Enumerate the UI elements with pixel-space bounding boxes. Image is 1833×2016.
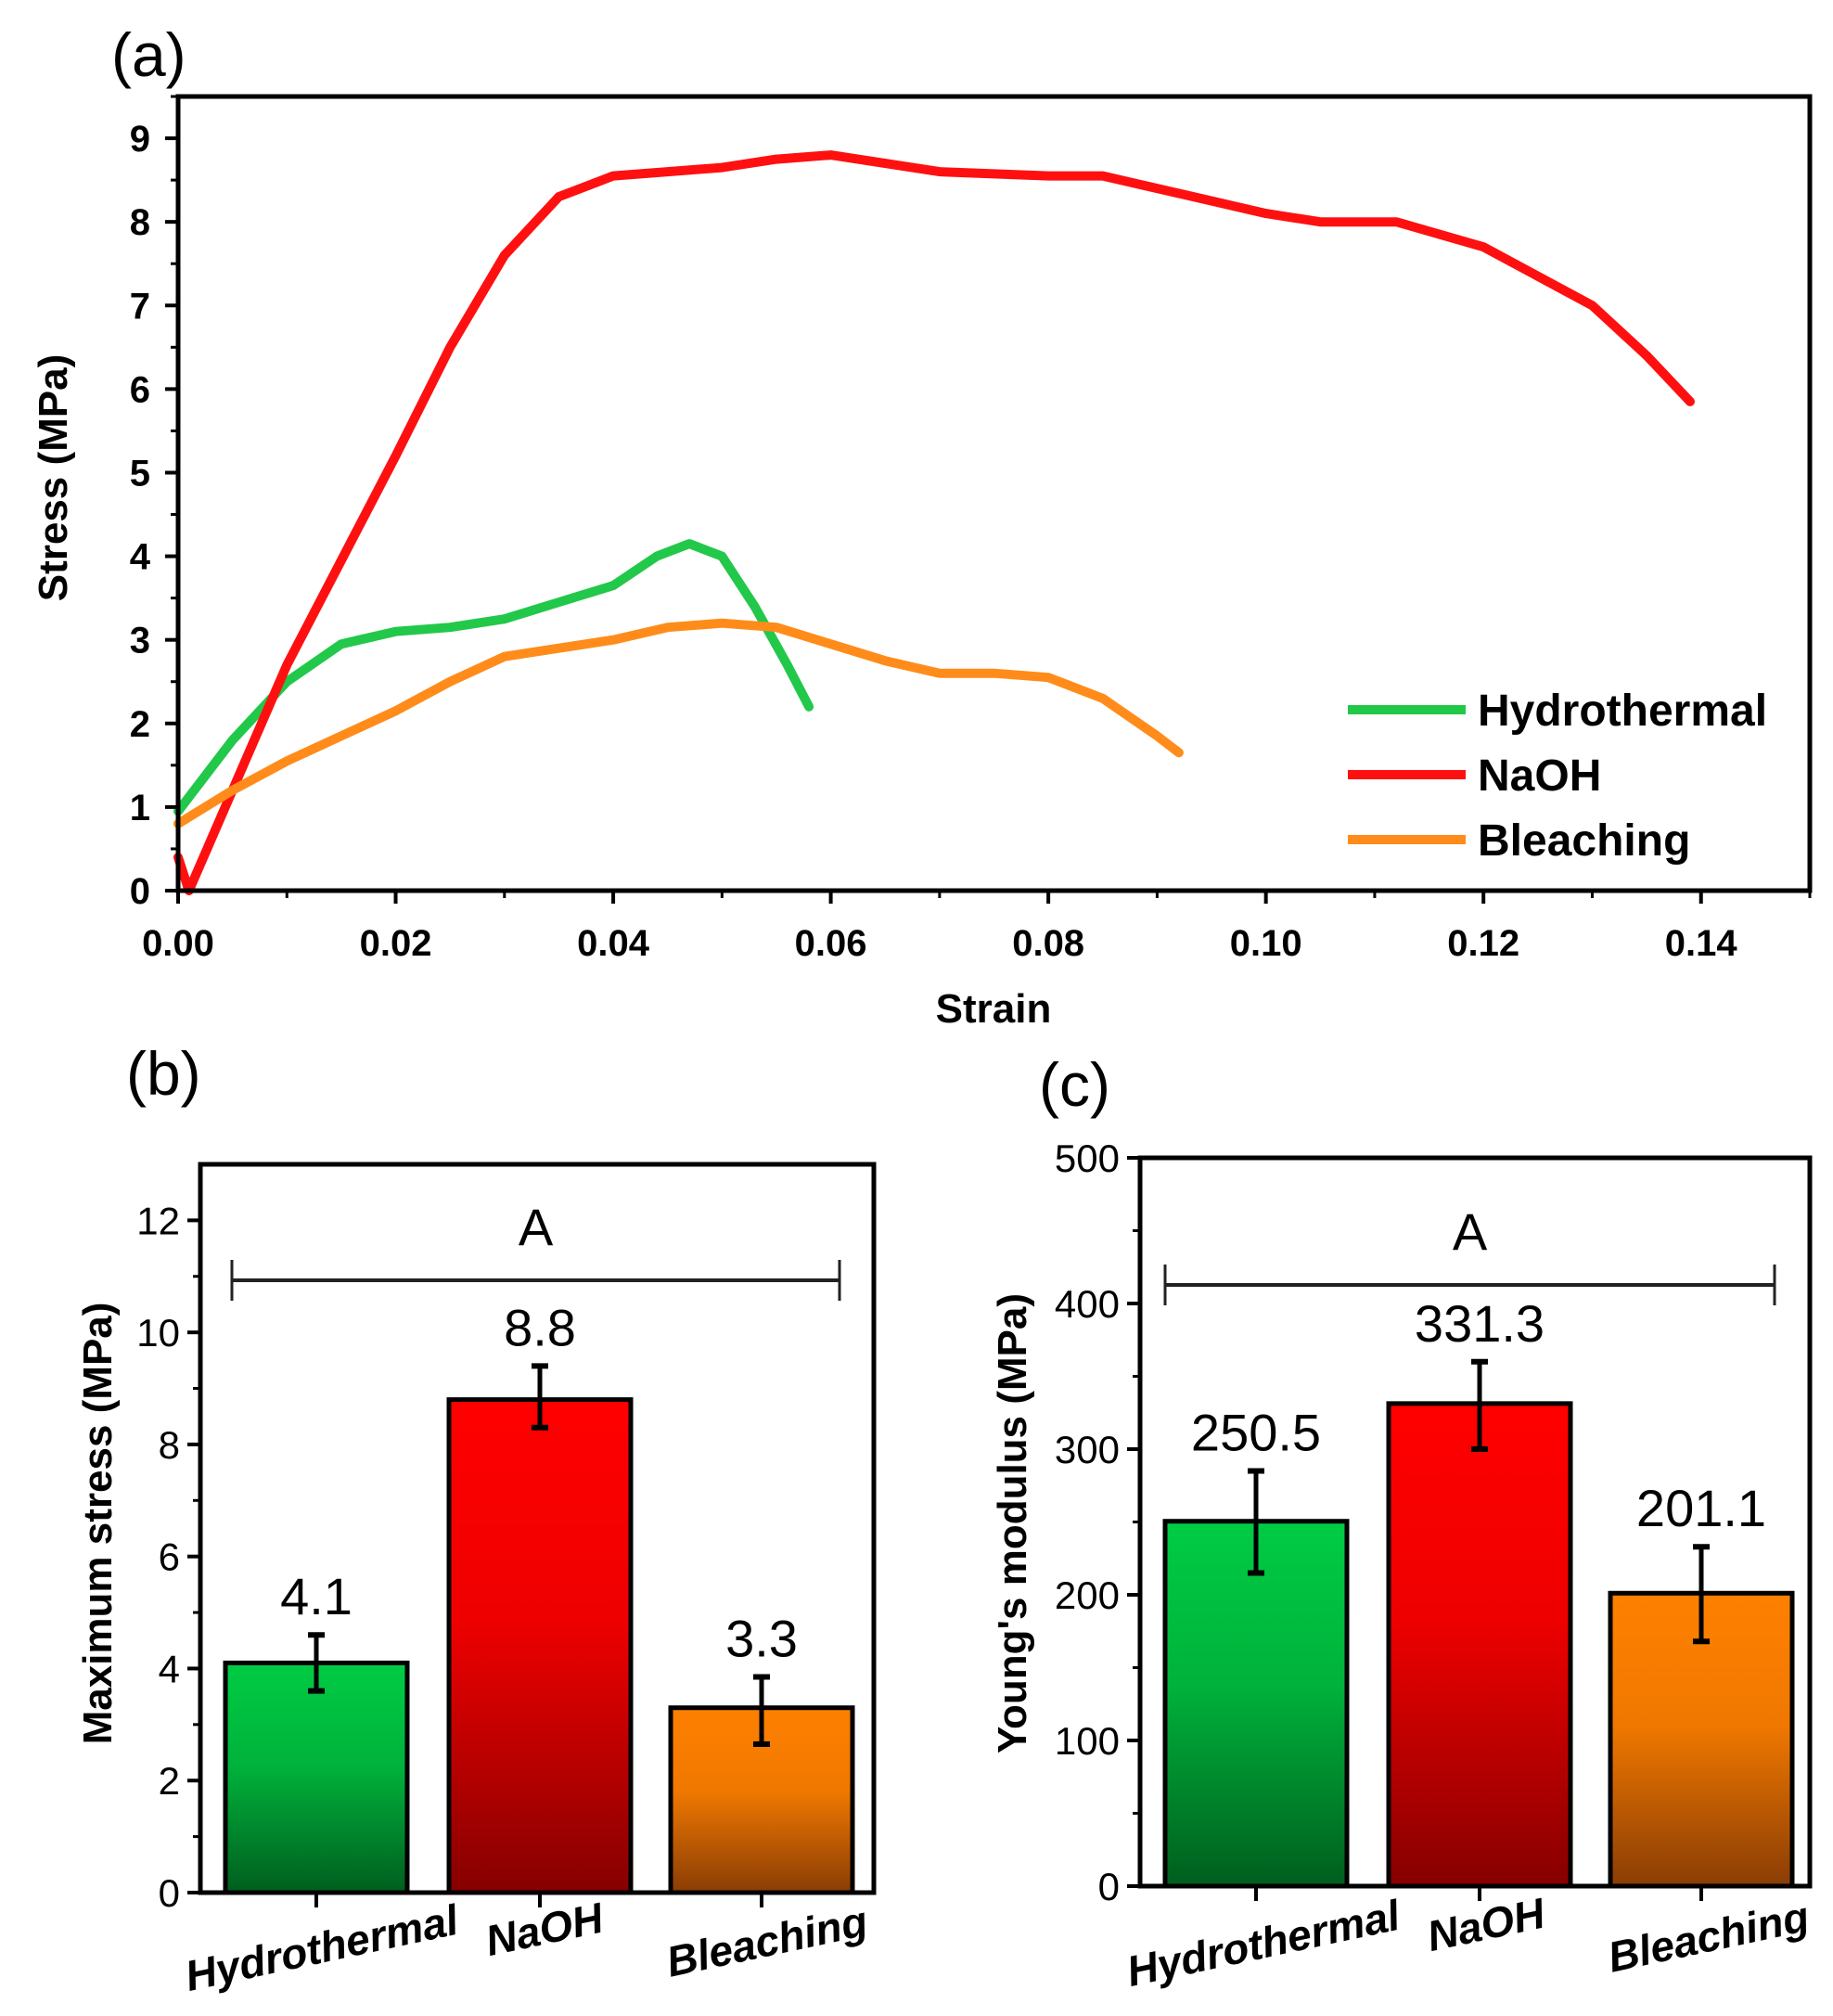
y-tick-label: 2	[130, 704, 150, 745]
legend-label-hydrothermal: Hydrothermal	[1478, 687, 1767, 736]
value-label: 201.1	[1636, 1479, 1766, 1537]
y-tick-label: 8	[130, 202, 150, 243]
series-line-hydrothermal	[173, 539, 814, 816]
bar-hydrothermal	[1162, 1519, 1350, 1889]
value-label: 8.8	[504, 1298, 576, 1356]
bar-naoh	[1386, 1401, 1573, 1889]
y-tick-label: 9	[130, 119, 150, 160]
series-line-bleaching	[173, 618, 1184, 828]
y-tick-label: 7	[130, 286, 150, 327]
y-tick-label: 5	[130, 453, 150, 494]
y-tick-label: 0	[1098, 1865, 1120, 1908]
y-tick-label: 1	[130, 788, 150, 828]
stress-strain-chart: (a) 0.00 0.02 0.04 0.06 0.08 0.10 0.12 0.14 0 1 2 3 4…	[31, 20, 1813, 1032]
y-tick-label: 2	[159, 1759, 180, 1803]
x-tick-label: 0.08	[1012, 923, 1084, 964]
youngs-modulus-chart: (c) 250.5 Hydrothermal 331.3 NaOH 201.1 Bleach…	[990, 1050, 1814, 1996]
x-axis-title: Strain	[936, 986, 1052, 1032]
category-label: Hydrothermal	[1122, 1891, 1405, 1996]
value-label: 4.1	[280, 1567, 352, 1625]
y-tick-label: 300	[1055, 1428, 1120, 1471]
bar-hydrothermal	[223, 1660, 410, 1895]
category-label: Hydrothermal	[181, 1895, 464, 2000]
panel-label: (c)	[1039, 1050, 1110, 1119]
maximum-stress-chart: (b) 4.1 Hydrothermal 8.8 NaOH 3.3 Bleaching 0 2 4…	[75, 1039, 877, 2000]
x-tick-label: 0.02	[360, 923, 432, 964]
y-tick-label: 8	[159, 1423, 180, 1467]
legend-label-naoh: NaOH	[1478, 751, 1601, 801]
legend-label-bleaching: Bleaching	[1478, 816, 1690, 866]
x-tick-label: 0.04	[577, 923, 650, 964]
y-tick-label: 0	[130, 871, 150, 912]
panel-label-a: (a)	[111, 20, 186, 89]
x-tick-label: 0.06	[795, 923, 867, 964]
x-tick-label: 0.12	[1447, 923, 1519, 964]
y-tick-label: 4	[159, 1647, 180, 1690]
y-tick-label: 0	[159, 1871, 180, 1915]
plot-frame	[175, 94, 1813, 893]
y-tick-label: 6	[159, 1535, 180, 1579]
value-label: 3.3	[725, 1610, 798, 1668]
category-label: Bleaching	[662, 1896, 872, 1986]
y-tick-label: 100	[1055, 1719, 1120, 1763]
y-tick-label: 3	[130, 621, 150, 661]
x-tick-label: 0.10	[1230, 923, 1302, 964]
panel-label: (b)	[126, 1039, 201, 1108]
x-tick-label: 0.00	[142, 923, 214, 964]
significance-label: A	[1453, 1202, 1488, 1261]
value-label: 250.5	[1191, 1404, 1321, 1462]
y-axis-title: Young's modulus (MPa)	[990, 1293, 1035, 1753]
y-tick-label: 12	[136, 1199, 180, 1242]
x-tick-label: 0.14	[1665, 923, 1738, 964]
y-tick-label: 200	[1055, 1573, 1120, 1617]
y-tick-label: 400	[1055, 1282, 1120, 1326]
category-label: NaOH	[1423, 1888, 1550, 1960]
category-label: Bleaching	[1604, 1892, 1814, 1982]
value-label: 331.3	[1415, 1294, 1545, 1353]
y-axis-title: Stress (MPa)	[31, 354, 76, 602]
significance-label: A	[519, 1198, 554, 1256]
y-tick-label: 4	[130, 537, 151, 578]
y-tick-label: 10	[136, 1311, 180, 1355]
y-tick-label: 500	[1055, 1136, 1120, 1180]
category-label: NaOH	[481, 1893, 609, 1965]
y-axis-title: Maximum stress (MPa)	[75, 1303, 121, 1745]
series-line-naoh	[173, 150, 1695, 895]
bar-naoh	[446, 1397, 634, 1895]
y-tick-label: 6	[130, 369, 150, 410]
plot-frame	[198, 1162, 877, 1895]
